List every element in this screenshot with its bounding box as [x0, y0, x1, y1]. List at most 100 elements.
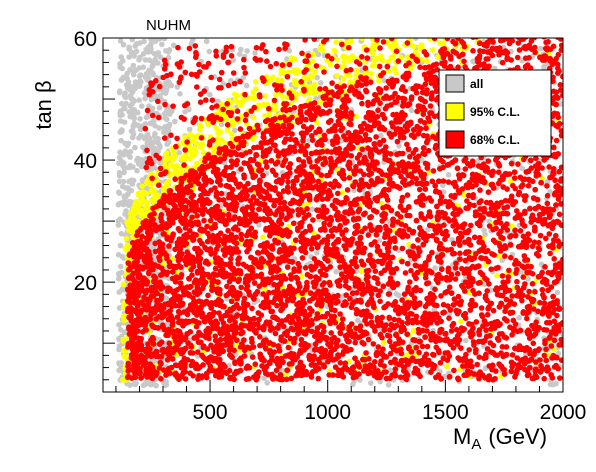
point-68cl: [285, 179, 291, 185]
point-all: [408, 107, 415, 114]
point-95cl: [347, 58, 353, 64]
point-95cl: [197, 123, 204, 130]
point-68cl: [260, 188, 267, 194]
point-95cl: [143, 199, 150, 205]
point-all: [135, 83, 141, 89]
point-95cl: [169, 170, 175, 177]
point-all: [547, 381, 554, 388]
point-68cl: [249, 354, 256, 360]
point-95cl: [123, 235, 130, 242]
point-all: [499, 257, 506, 263]
point-all: [119, 65, 126, 72]
point-68cl: [190, 236, 197, 243]
point-all: [148, 381, 154, 388]
point-95cl: [148, 187, 155, 194]
point-all: [121, 92, 128, 99]
point-all: [127, 382, 133, 389]
point-68cl: [462, 288, 468, 294]
point-all: [385, 382, 392, 388]
point-68cl: [417, 64, 423, 70]
point-95cl: [251, 95, 257, 102]
point-68cl: [348, 110, 354, 116]
point-all: [136, 97, 142, 103]
point-all: [118, 158, 125, 164]
point-all: [145, 49, 152, 55]
point-68cl: [406, 212, 413, 219]
point-all: [220, 80, 226, 87]
point-95cl: [440, 41, 447, 47]
point-all: [123, 210, 129, 217]
point-68cl: [378, 72, 384, 79]
point-all: [129, 134, 136, 141]
point-95cl: [429, 47, 436, 53]
point-95cl: [199, 141, 206, 148]
point-95cl: [218, 136, 225, 143]
point-all: [169, 108, 175, 114]
point-95cl: [333, 39, 340, 45]
point-all: [138, 132, 144, 139]
point-all: [354, 317, 361, 324]
point-95cl: [354, 67, 360, 74]
point-95cl: [353, 71, 360, 78]
point-95cl: [298, 273, 305, 280]
point-all: [119, 253, 126, 260]
point-all: [137, 78, 143, 84]
point-95cl: [189, 137, 196, 143]
point-95cl: [418, 56, 425, 63]
point-all: [142, 95, 148, 102]
point-68cl: [399, 194, 406, 201]
point-all: [174, 84, 181, 90]
point-95cl: [121, 353, 127, 360]
point-all: [419, 157, 425, 163]
point-68cl: [372, 359, 378, 365]
point-95cl: [369, 50, 376, 57]
point-95cl: [340, 75, 347, 82]
point-95cl: [121, 317, 127, 324]
point-95cl: [388, 54, 395, 61]
point-all: [129, 128, 136, 135]
point-all: [462, 337, 469, 344]
point-all: [186, 126, 193, 133]
point-all: [159, 41, 165, 48]
point-95cl: [461, 191, 467, 198]
point-all: [116, 305, 123, 311]
point-all: [118, 230, 125, 237]
point-all: [122, 149, 128, 156]
point-all: [148, 96, 155, 103]
point-all: [244, 48, 250, 54]
point-all: [128, 95, 134, 102]
point-all: [146, 57, 153, 63]
point-all: [516, 314, 522, 321]
point-all: [139, 163, 145, 170]
point-all: [377, 378, 384, 385]
point-95cl: [444, 363, 450, 370]
point-all: [122, 140, 128, 147]
point-95cl: [312, 69, 318, 75]
point-95cl: [292, 67, 298, 73]
point-95cl: [306, 96, 313, 103]
point-68cl: [363, 350, 369, 356]
point-68cl: [514, 54, 521, 61]
point-all: [221, 160, 228, 166]
point-all: [314, 249, 320, 256]
point-95cl: [378, 200, 385, 207]
point-95cl: [314, 119, 320, 126]
point-all: [117, 88, 123, 94]
point-68cl: [511, 175, 518, 181]
point-all: [157, 93, 163, 99]
point-95cl: [148, 196, 155, 203]
point-all: [144, 140, 151, 147]
point-all: [156, 142, 163, 149]
point-all: [172, 118, 178, 125]
point-95cl: [217, 129, 224, 135]
point-95cl: [496, 253, 502, 259]
point-all: [206, 48, 213, 55]
point-all: [157, 160, 163, 166]
point-95cl: [135, 219, 141, 225]
point-68cl: [543, 235, 549, 242]
point-68cl: [433, 97, 440, 103]
point-95cl: [324, 57, 331, 64]
point-all: [142, 121, 149, 127]
point-all: [440, 182, 446, 188]
point-all: [118, 54, 125, 60]
